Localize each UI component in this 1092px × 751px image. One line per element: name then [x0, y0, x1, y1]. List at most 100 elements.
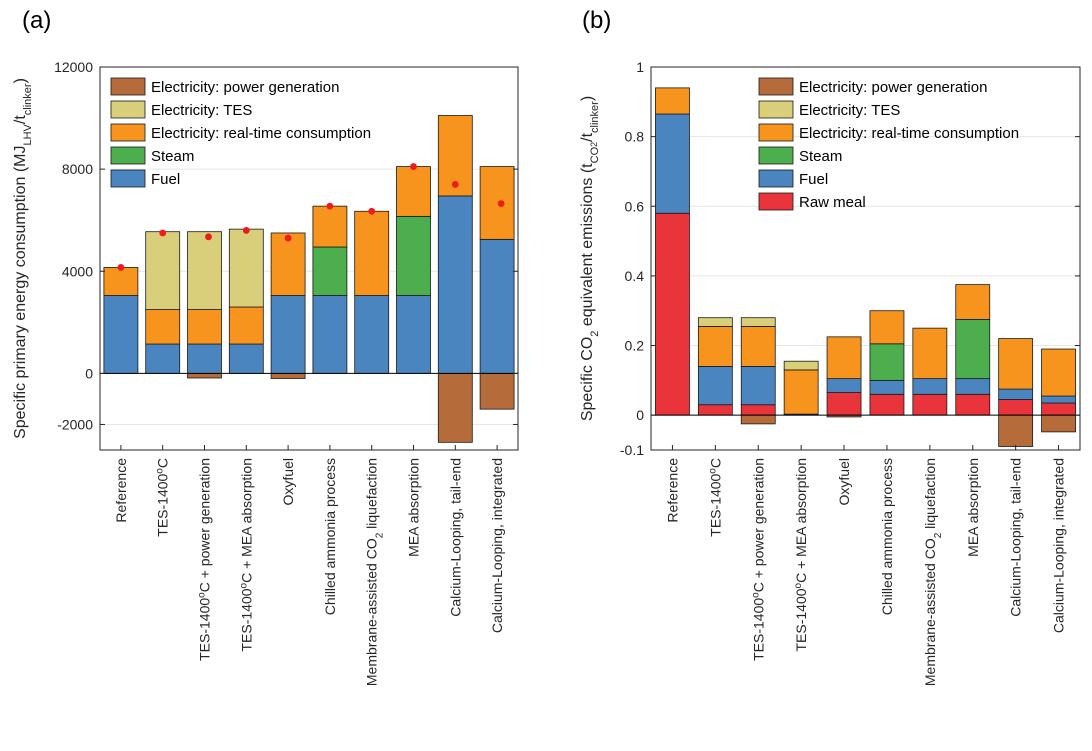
bar-electricity-tes-2	[187, 231, 222, 310]
marker-dot-3	[242, 227, 250, 234]
bar-raw-meal-8	[998, 399, 1034, 416]
bar-electricity-tes-1	[697, 317, 733, 327]
xtick-label-main: TES-1400	[793, 588, 809, 651]
ylabel-main: Specific primary energy consumption (MJ	[12, 145, 29, 438]
bar-raw-meal-0	[655, 212, 690, 416]
marker-dot-1	[159, 229, 167, 237]
xtick-label-main: TES-1400	[238, 588, 254, 651]
xtick-label-rest: C + power generation	[197, 458, 213, 592]
legend-label: Electricity: real-time consumption	[151, 125, 371, 142]
bar-electricity-power-generation-9	[479, 372, 515, 410]
xtick-label-sup: o	[793, 582, 804, 588]
bar-steam-7	[955, 319, 991, 380]
ytick-label: 0.4	[625, 268, 645, 284]
xtick-label-main: TES-1400	[707, 473, 723, 536]
xtick-label-rest: C + power generation	[750, 458, 766, 592]
bar-electricity-real-time-consumption-7	[396, 166, 431, 217]
bar-electricity-real-time-consumption-2	[187, 309, 222, 345]
ytick-label: 12000	[54, 59, 93, 75]
ylabel-sub: CO	[589, 146, 601, 163]
ytick-label: 0	[85, 365, 93, 381]
xtick-label: TES-1400oC + MEA absorption	[238, 458, 255, 652]
xtick-label-rest: C + MEA absorption	[238, 458, 254, 583]
xtick-label: Calcium-Looping, integrated	[489, 458, 505, 633]
axes-box	[99, 66, 519, 451]
xtick-label-main: TES-1400	[750, 598, 766, 661]
xtick-label: TES-1400oC + power generation	[196, 458, 213, 661]
legend-swatch	[758, 146, 794, 165]
bar-fuel-5	[312, 295, 348, 374]
bar-steam-7	[396, 215, 431, 296]
bar-electricity-real-time-consumption-6	[354, 210, 390, 296]
ylabel-subsub: 2	[589, 142, 599, 147]
xtick-label-sup: o	[707, 468, 718, 474]
ytick-label: 4000	[62, 263, 93, 279]
xtick-label: Chilled ammonia process	[879, 458, 895, 615]
bar-raw-meal-7	[955, 393, 991, 416]
bar-fuel-6	[354, 295, 390, 374]
xtick-label-rest: C	[707, 458, 723, 468]
bar-electricity-tes-2	[740, 317, 776, 327]
bar-fuel-7	[955, 378, 991, 395]
bar-fuel-9	[1041, 395, 1076, 404]
bar-electricity-real-time-consumption-7	[955, 284, 991, 320]
ytick-label: 8000	[62, 161, 93, 177]
bar-electricity-real-time-consumption-1	[145, 309, 181, 345]
bar-fuel-9	[479, 238, 515, 374]
bar-fuel-2	[187, 343, 222, 374]
bar-fuel-0	[655, 113, 690, 214]
xtick-label-rest: liquefaction	[922, 458, 938, 533]
xtick-label-main: Chilled ammonia process	[322, 458, 338, 615]
legend-label: Electricity: power generation	[799, 79, 987, 96]
bar-electricity-tes-1	[145, 231, 181, 310]
y-axis-label: Specific CO2 equivalent emissions (tCO2/…	[579, 96, 601, 421]
legend-swatch	[758, 100, 794, 119]
xtick-label-main: TES-1400	[197, 598, 213, 661]
bar-electricity-tes-3	[228, 228, 264, 308]
legend-swatch	[758, 123, 794, 142]
bar-electricity-real-time-consumption-6	[912, 327, 948, 380]
xtick-label-main: MEA absorption	[965, 458, 981, 557]
xtick-label-sup: o	[750, 592, 761, 598]
xtick-label-sub: 2	[374, 532, 385, 538]
bar-raw-meal-4	[826, 392, 862, 416]
xtick-label: TES-1400oC	[707, 458, 724, 537]
legend-label: Raw meal	[799, 194, 866, 211]
xtick-label: Reference	[113, 458, 129, 523]
xtick-label-main: Calcium-Looping, tail-end	[447, 458, 463, 617]
bar-fuel-6	[912, 378, 948, 395]
marker-dot-2	[205, 233, 212, 241]
ytick-label: 0.8	[625, 129, 645, 145]
ylabel-end: )	[579, 96, 596, 101]
bar-electricity-real-time-consumption-3	[783, 369, 819, 415]
bar-fuel-8	[998, 388, 1034, 400]
legend-swatch	[110, 146, 146, 165]
legend-swatch	[758, 77, 794, 96]
bar-fuel-1	[145, 343, 181, 374]
marker-dot-0	[117, 264, 125, 271]
bar-electricity-real-time-consumption-2	[740, 325, 776, 367]
ytick-label: 1	[636, 59, 644, 75]
bar-electricity-real-time-consumption-0	[655, 87, 690, 115]
bar-electricity-real-time-consumption-4	[270, 232, 306, 296]
xtick-label-sup: o	[196, 592, 207, 598]
marker-dot-5	[326, 202, 334, 210]
xtick-label: Chilled ammonia process	[322, 458, 338, 615]
bar-electricity-real-time-consumption-3	[228, 306, 264, 345]
bar-electricity-power-generation-9	[1041, 414, 1076, 433]
bar-fuel-4	[270, 295, 306, 374]
bar-electricity-power-generation-2	[740, 414, 776, 425]
bar-electricity-real-time-consumption-1	[697, 325, 733, 367]
bar-raw-meal-1	[697, 404, 733, 416]
ylabel-main: Specific CO	[579, 337, 596, 421]
xtick-label: Oxyfuel	[280, 458, 296, 505]
bar-raw-meal-5	[869, 393, 905, 416]
legend-swatch	[758, 169, 794, 188]
bar-electricity-power-generation-2	[187, 372, 222, 379]
xtick-label: Membrane-assisted CO2 liquefaction	[364, 458, 386, 686]
xtick-label-main: Reference	[664, 458, 680, 523]
bar-fuel-2	[740, 366, 776, 406]
legend-swatch	[110, 100, 146, 119]
xtick-label: Calcium-Looping, tail-end	[1008, 458, 1024, 617]
